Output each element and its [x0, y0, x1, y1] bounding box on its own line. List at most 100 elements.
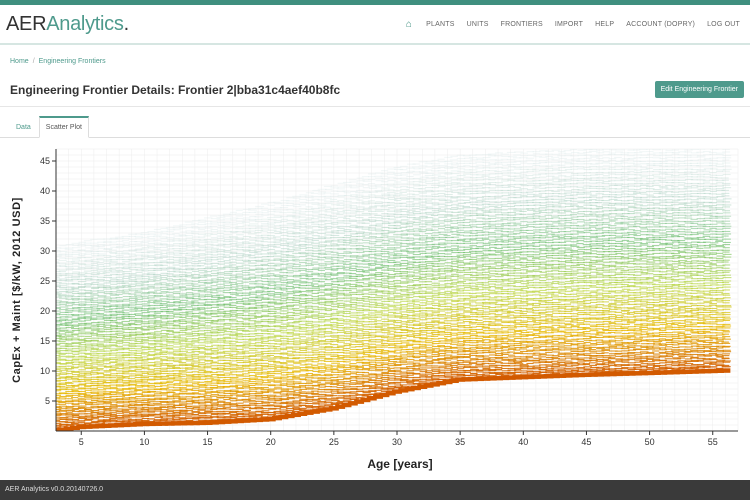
data-point: [109, 339, 117, 341]
data-point: [197, 302, 206, 304]
data-point: [109, 399, 118, 401]
data-point: [355, 274, 364, 276]
data-point: [140, 371, 149, 373]
nav-logout[interactable]: LOG OUT: [707, 20, 740, 28]
data-point: [191, 381, 200, 383]
data-point: [204, 322, 214, 324]
data-point: [97, 247, 106, 249]
data-point: [166, 391, 175, 393]
data-point: [153, 236, 161, 238]
data-point: [299, 273, 308, 275]
data-point: [286, 357, 296, 359]
data-point: [103, 319, 113, 321]
data-point: [349, 398, 358, 401]
data-point: [166, 245, 174, 247]
data-point: [191, 411, 201, 413]
data-point: [279, 378, 288, 380]
nav-account[interactable]: ACCOUNT (DOPRY): [626, 20, 696, 28]
data-point: [293, 362, 302, 364]
data-point: [78, 413, 88, 415]
data-point: [192, 241, 200, 243]
data-point: [343, 252, 352, 254]
data-point: [197, 265, 205, 267]
data-point: [217, 312, 227, 314]
data-point: [160, 295, 169, 297]
data-point: [78, 380, 86, 382]
home-icon[interactable]: ⌂: [405, 18, 413, 30]
data-point: [274, 399, 282, 401]
data-point: [78, 356, 88, 358]
data-point: [381, 221, 390, 223]
data-point: [72, 379, 81, 381]
data-point: [330, 368, 338, 370]
nav-import[interactable]: IMPORT: [554, 20, 584, 28]
data-point: [78, 423, 86, 425]
data-point: [286, 325, 295, 328]
data-point: [71, 392, 81, 394]
nav-plants[interactable]: PLANTS: [426, 20, 455, 28]
data-point: [109, 368, 117, 371]
data-point: [324, 405, 334, 407]
data-point: [71, 288, 79, 290]
data-point: [330, 352, 339, 354]
data-point: [312, 210, 321, 212]
data-point: [349, 286, 358, 288]
data-point: [109, 369, 117, 372]
data-point: [204, 389, 214, 391]
brand-logo[interactable]: AERAnalytics.: [6, 13, 129, 36]
data-point: [109, 304, 119, 306]
data-point: [285, 394, 294, 396]
data-point: [78, 314, 86, 316]
data-point: [128, 320, 137, 322]
breadcrumb-current[interactable]: Engineering Frontiers: [38, 58, 106, 65]
data-point: [350, 198, 359, 200]
data-point: [343, 368, 351, 370]
data-point: [241, 221, 250, 223]
nav-units[interactable]: UNITS: [466, 20, 489, 28]
data-point: [291, 308, 300, 310]
data-point: [85, 331, 94, 333]
data-point: [197, 334, 206, 336]
data-point: [228, 278, 238, 280]
data-point: [109, 251, 118, 254]
data-point: [153, 275, 162, 277]
data-point: [381, 278, 390, 280]
data-point: [134, 262, 143, 264]
data-point: [191, 375, 200, 377]
tab-scatter-plot[interactable]: Scatter Plot: [38, 116, 89, 138]
data-point: [128, 279, 137, 281]
data-point: [292, 263, 302, 265]
data-point: [236, 246, 244, 248]
data-point: [293, 244, 302, 246]
data-point: [324, 309, 333, 312]
data-point: [324, 211, 333, 213]
tab-data[interactable]: Data: [16, 124, 31, 131]
data-point: [154, 311, 163, 313]
data-point: [185, 403, 193, 405]
data-point: [122, 381, 130, 383]
data-point: [355, 263, 363, 265]
data-point: [77, 338, 86, 341]
data-point: [248, 230, 256, 232]
data-point: [184, 280, 194, 282]
data-point: [299, 222, 307, 224]
data-point: [122, 256, 131, 258]
data-point: [260, 336, 270, 338]
data-point: [324, 209, 334, 211]
data-point: [267, 208, 276, 211]
edit-frontier-button[interactable]: Edit Engineering Frontier: [654, 81, 744, 98]
data-point: [361, 343, 370, 345]
data-point: [293, 279, 302, 281]
data-point: [115, 256, 123, 259]
nav-frontiers[interactable]: FRONTIERS: [500, 20, 543, 28]
nav-help[interactable]: HELP: [595, 20, 615, 28]
data-point: [140, 234, 150, 236]
data-point: [83, 326, 92, 328]
breadcrumb-home[interactable]: Home: [10, 58, 29, 65]
data-point: [235, 273, 244, 275]
data-point: [197, 221, 206, 223]
data-point: [191, 399, 200, 401]
data-point: [90, 389, 100, 391]
data-point: [286, 341, 295, 343]
data-point: [235, 285, 244, 287]
